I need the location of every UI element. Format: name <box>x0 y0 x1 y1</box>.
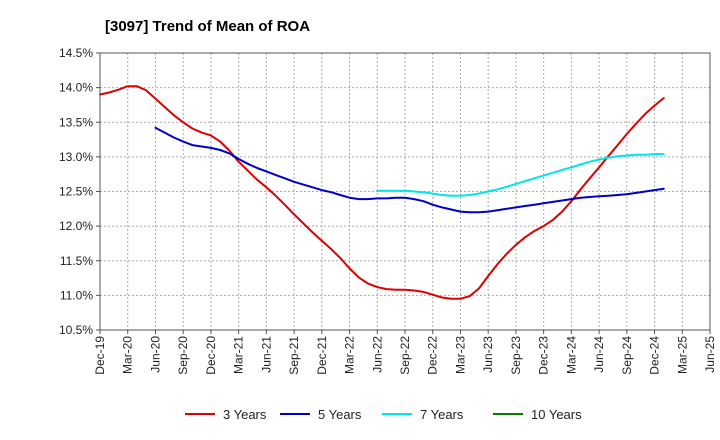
x-tick-label: Jun-21 <box>259 336 273 373</box>
y-tick-label: 11.5% <box>60 254 93 268</box>
legend-label-7-years: 7 Years <box>420 407 464 422</box>
series-layer <box>99 85 665 300</box>
x-tick-label: Mar-20 <box>121 336 135 374</box>
x-tick-label: Jun-23 <box>481 336 495 373</box>
x-tick-label: Dec-24 <box>648 336 662 375</box>
legend-label-5-years: 5 Years <box>318 407 362 422</box>
y-tick-label: 10.5% <box>59 323 93 337</box>
x-tick-label: Sep-22 <box>398 336 412 375</box>
x-tick-label: Jun-24 <box>592 336 606 373</box>
y-tick-label: 14.0% <box>59 81 93 95</box>
x-tick-label: Dec-22 <box>426 336 440 375</box>
legend-label-10-years: 10 Years <box>531 407 582 422</box>
x-tick-label: Jun-22 <box>370 336 384 373</box>
y-tick-label: 12.5% <box>59 185 93 199</box>
series-line-7-years <box>376 153 665 197</box>
x-tick-label: Dec-21 <box>315 336 329 375</box>
y-tick-label: 11.0% <box>60 288 93 302</box>
y-tick-label: 12.0% <box>59 219 93 233</box>
x-tick-label: Dec-20 <box>204 336 218 375</box>
x-tick-label: Mar-22 <box>343 336 357 374</box>
x-tick-label: Sep-23 <box>509 336 523 375</box>
axes: 10.5% 11.0% 11.5% 12.0% 12.5% 13.0% 13.5% 14.0%… <box>59 46 717 375</box>
x-tick-label: Sep-24 <box>620 336 634 375</box>
chart-title: [3097] Trend of Mean of ROA <box>105 18 310 35</box>
x-tick-label: Dec-23 <box>537 336 551 375</box>
x-tick-label: Mar-24 <box>564 336 578 374</box>
legend: 3 Years 5 Years 7 Years 10 Years <box>185 407 582 422</box>
legend-label-3-years: 3 Years <box>223 407 267 422</box>
x-tick-label: Sep-21 <box>287 336 301 375</box>
x-tick-label: Mar-21 <box>232 336 246 374</box>
y-tick-label: 13.0% <box>59 150 93 164</box>
y-tick-label: 13.5% <box>59 115 93 129</box>
x-tick-label: Mar-23 <box>453 336 467 374</box>
x-tick-label: Sep-20 <box>176 336 190 375</box>
x-tick-label: Dec-19 <box>93 336 107 375</box>
series-line-5-years <box>154 126 665 214</box>
x-tick-label: Jun-25 <box>703 336 717 373</box>
y-tick-label: 14.5% <box>59 46 93 60</box>
series-line-3-years <box>99 85 665 300</box>
x-tick-label: Mar-25 <box>675 336 689 374</box>
x-tick-label: Jun-20 <box>148 336 162 373</box>
